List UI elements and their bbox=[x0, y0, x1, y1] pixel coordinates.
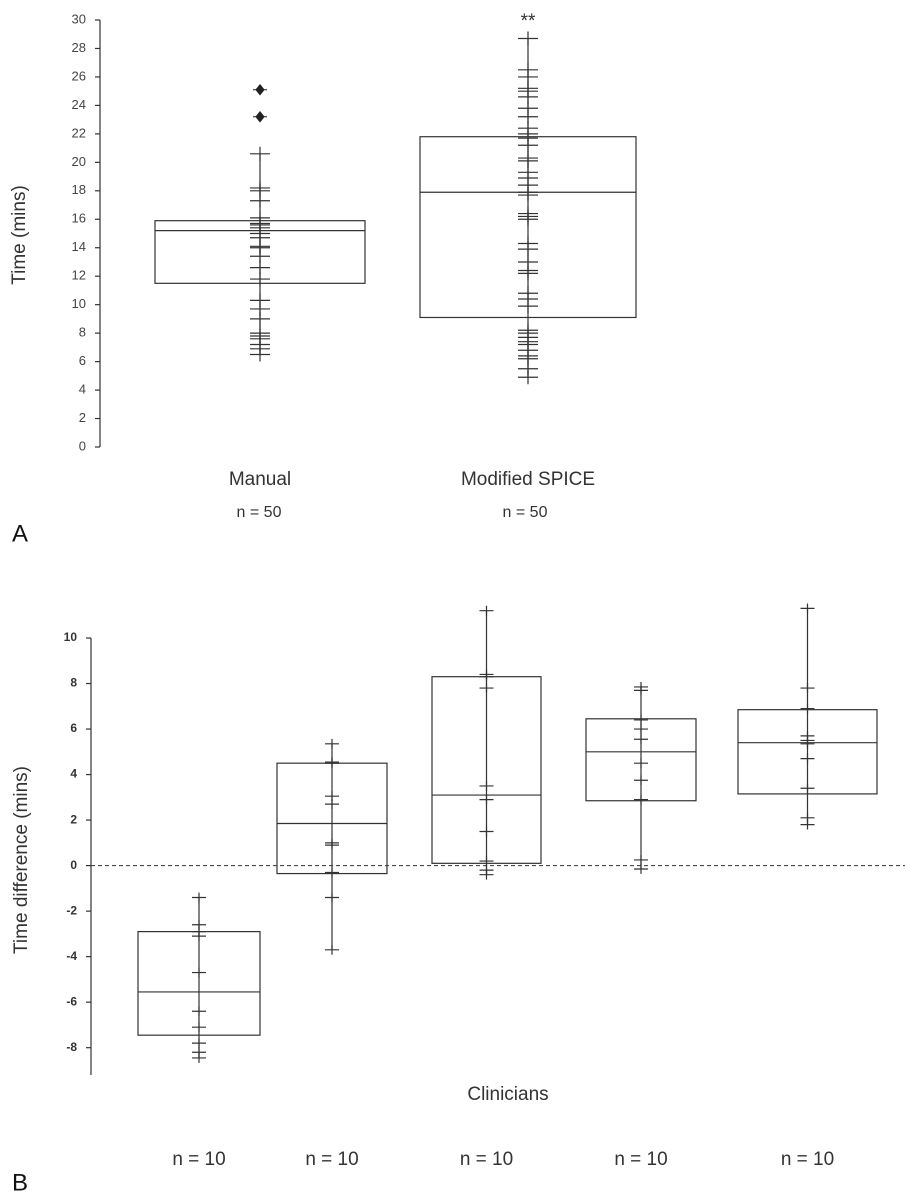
data-point bbox=[800, 703, 815, 714]
data-point bbox=[518, 370, 538, 385]
outlier bbox=[253, 110, 267, 123]
data-point bbox=[479, 826, 494, 837]
data-point bbox=[518, 299, 538, 314]
data-point bbox=[192, 931, 206, 942]
x-tick-label: Modified SPICE bbox=[461, 469, 595, 490]
y-tick-label: 10 bbox=[64, 630, 78, 644]
x-axis-label: Clinicians bbox=[467, 1084, 548, 1105]
data-point bbox=[800, 683, 815, 693]
y-tick-label: 10 bbox=[72, 296, 86, 311]
y-tick-label: 14 bbox=[72, 239, 86, 254]
outlier bbox=[253, 83, 267, 96]
x-tick-label: n = 10 bbox=[781, 1149, 834, 1170]
data-point bbox=[800, 753, 815, 764]
y-tick-label: 0 bbox=[70, 858, 77, 872]
data-point bbox=[634, 724, 648, 734]
data-point bbox=[479, 683, 494, 693]
data-point bbox=[800, 819, 815, 830]
y-tick-label: -2 bbox=[66, 903, 77, 917]
y-tick-label: 20 bbox=[72, 154, 86, 169]
data-point bbox=[800, 603, 815, 614]
data-point bbox=[518, 138, 538, 153]
data-point bbox=[634, 758, 648, 769]
data-point bbox=[325, 840, 339, 851]
y-axis-label: Time difference (mins) bbox=[11, 766, 32, 954]
data-point bbox=[325, 867, 339, 878]
data-point bbox=[250, 311, 270, 326]
data-point bbox=[192, 892, 206, 903]
data-point bbox=[479, 671, 494, 682]
y-tick-label: 24 bbox=[72, 97, 86, 112]
sample-size: n = 50 bbox=[503, 504, 548, 521]
y-tick-label: 8 bbox=[79, 325, 86, 340]
data-point bbox=[192, 1053, 206, 1063]
y-tick-label: 0 bbox=[79, 438, 86, 453]
y-tick-label: 18 bbox=[72, 182, 86, 197]
data-point bbox=[634, 864, 648, 874]
data-point bbox=[518, 212, 538, 227]
data-point bbox=[479, 781, 494, 791]
data-point bbox=[634, 794, 648, 805]
data-point bbox=[518, 242, 538, 257]
data-point bbox=[325, 738, 339, 749]
y-tick-label: 6 bbox=[79, 353, 86, 368]
significance: ** bbox=[521, 11, 536, 32]
data-point bbox=[325, 892, 339, 903]
y-tick-label: 30 bbox=[72, 11, 86, 26]
data-point bbox=[634, 855, 648, 865]
y-tick-label: 6 bbox=[70, 721, 77, 735]
panel-label: B bbox=[12, 1169, 28, 1196]
data-point bbox=[634, 734, 648, 745]
x-tick-label: n = 10 bbox=[614, 1149, 667, 1170]
data-point bbox=[250, 146, 270, 161]
data-point bbox=[192, 1038, 206, 1049]
data-point bbox=[325, 944, 339, 955]
y-tick-label: 4 bbox=[79, 382, 86, 397]
data-point bbox=[250, 347, 270, 362]
panel-label: A bbox=[12, 520, 28, 547]
y-tick-label: -4 bbox=[66, 949, 77, 963]
data-point bbox=[192, 1006, 206, 1017]
y-tick-label: 2 bbox=[79, 410, 86, 425]
data-point bbox=[192, 967, 206, 978]
y-tick-label: 8 bbox=[70, 676, 77, 690]
data-point bbox=[479, 856, 494, 866]
data-point bbox=[634, 715, 648, 725]
y-tick-label: 28 bbox=[72, 40, 86, 55]
data-point bbox=[479, 794, 494, 805]
y-tick-label: 22 bbox=[72, 125, 86, 140]
y-tick-label: 12 bbox=[72, 268, 86, 283]
x-tick-label: n = 10 bbox=[460, 1149, 513, 1170]
y-tick-label: 4 bbox=[70, 767, 77, 781]
data-point bbox=[800, 783, 815, 794]
sample-size: n = 50 bbox=[237, 504, 282, 521]
y-tick-label: 2 bbox=[70, 812, 77, 826]
y-axis-label: Time (mins) bbox=[9, 185, 30, 285]
data-point bbox=[325, 799, 339, 810]
data-point bbox=[518, 266, 538, 281]
y-tick-label: 26 bbox=[72, 68, 86, 83]
data-point bbox=[518, 188, 538, 203]
x-tick-label: n = 10 bbox=[305, 1149, 358, 1170]
data-point bbox=[250, 272, 270, 287]
y-tick-label: -8 bbox=[66, 1040, 77, 1054]
y-tick-label: -6 bbox=[66, 994, 77, 1008]
data-point bbox=[800, 738, 815, 749]
x-tick-label: Manual bbox=[229, 469, 291, 490]
data-point bbox=[518, 31, 538, 46]
data-point bbox=[634, 775, 648, 786]
data-point bbox=[634, 685, 648, 696]
x-tick-label: n = 10 bbox=[172, 1149, 225, 1170]
data-point bbox=[192, 1022, 206, 1033]
data-point bbox=[325, 758, 339, 769]
data-point bbox=[250, 193, 270, 208]
data-point bbox=[479, 869, 494, 880]
y-tick-label: 16 bbox=[72, 211, 86, 226]
data-point bbox=[479, 605, 494, 616]
